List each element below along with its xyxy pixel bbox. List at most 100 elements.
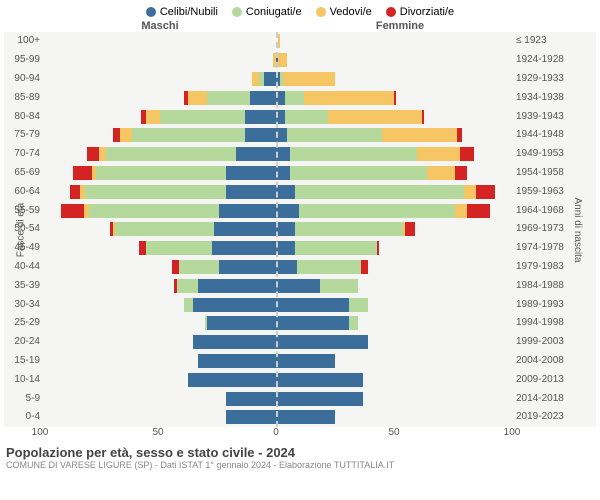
bar-female [278,110,514,124]
bar-segment [214,222,278,236]
bar-segment [278,110,285,124]
bar-segment [278,260,297,274]
bar-segment [226,392,278,406]
bar-segment [285,91,304,105]
bar-male [42,373,278,387]
bar-female [278,222,514,236]
year-label: 1959-1963 [516,185,564,199]
age-label: 35-39 [14,279,40,293]
bar-segment [146,110,160,124]
legend: Celibi/Nubili Coniugati/e Vedovi/e Divorzia… [0,0,600,20]
bar-segment [96,166,226,180]
bar-female [278,204,514,218]
bar-female [278,128,514,142]
age-label: 95-99 [14,53,40,67]
year-label: 1994-1998 [516,316,564,330]
bar-male [42,91,278,105]
bar-segment [99,147,106,161]
bar-segment [455,204,467,218]
bar-female [278,316,514,330]
bar-segment [405,222,414,236]
bar-female [278,335,514,349]
bar-segment [245,110,278,124]
year-label: 1989-1993 [516,298,564,312]
bar-segment [422,110,424,124]
bar-segment [417,147,459,161]
bar-segment [212,241,278,255]
bars-male [42,32,278,427]
bar-segment [184,298,193,312]
bar-female [278,410,514,424]
bar-segment [295,222,404,236]
age-label: 20-24 [14,335,40,349]
bar-segment [299,204,455,218]
legend-swatch [146,7,156,17]
legend-label: Vedovi/e [330,6,372,18]
bar-segment [457,128,462,142]
bar-female [278,72,514,86]
bar-segment [177,279,198,293]
year-label: 1944-1948 [516,128,564,142]
bar-segment [304,91,394,105]
age-label: 30-34 [14,298,40,312]
bar-segment [455,166,467,180]
legend-item: Coniugati/e [232,6,302,18]
bar-male [42,34,278,48]
year-label: 1969-1973 [516,222,564,236]
bar-segment [290,147,417,161]
bar-segment [207,316,278,330]
bar-male [42,110,278,124]
age-label: 60-64 [14,185,40,199]
bar-segment [464,185,476,199]
bar-segment [87,147,99,161]
bar-segment [188,373,278,387]
bar-female [278,392,514,406]
bar-segment [106,147,236,161]
bar-female [278,185,514,199]
age-label: 65-69 [14,166,40,180]
bar-segment [278,335,368,349]
bar-segment [236,147,278,161]
bar-segment [226,410,278,424]
year-label: 1949-1953 [516,147,564,161]
x-axis: 10050050100 [4,427,596,443]
bar-segment [278,204,299,218]
bar-segment [295,241,378,255]
legend-swatch [316,7,326,17]
year-label: 2019-2023 [516,410,564,424]
x-tick: 0 [273,427,279,438]
bar-male [42,410,278,424]
bar-segment [349,298,368,312]
bar-male [42,185,278,199]
bar-segment [278,222,295,236]
legend-item: Celibi/Nubili [146,6,218,18]
year-label: 1979-1983 [516,260,564,274]
year-label: 1954-1958 [516,166,564,180]
year-label: 1984-1988 [516,279,564,293]
bar-segment [361,260,368,274]
bar-female [278,53,514,67]
bar-segment [278,147,290,161]
chart-title: Popolazione per età, sesso e stato civil… [6,445,594,460]
bar-female [278,34,514,48]
bar-segment [320,279,358,293]
header-male: Maschi [40,20,280,32]
bar-segment [278,354,335,368]
bar-segment [219,204,278,218]
age-label: 15-19 [14,354,40,368]
bar-segment [226,166,278,180]
x-tick: 50 [152,427,163,438]
legend-item: Divorziati/e [386,6,454,18]
legend-swatch [232,7,242,17]
bar-segment [394,91,396,105]
age-label: 10-14 [14,373,40,387]
year-label: 1924-1928 [516,53,564,67]
bar-segment [382,128,458,142]
bar-segment [188,91,207,105]
age-label: 40-44 [14,260,40,274]
bar-segment [278,298,349,312]
bar-segment [460,147,474,161]
bar-segment [476,185,495,199]
year-label: 1999-2003 [516,335,564,349]
bar-segment [198,354,278,368]
